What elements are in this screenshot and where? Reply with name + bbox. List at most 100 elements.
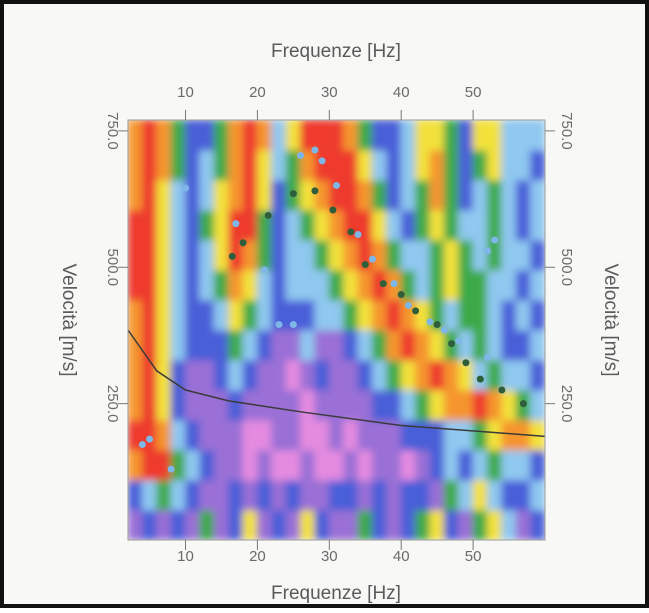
heat-cell (285, 209, 302, 241)
point (361, 261, 369, 269)
heat-cell (199, 209, 215, 241)
heat-cell (472, 239, 488, 271)
x-axis-title-top: Frequenze [Hz] (271, 41, 401, 62)
heat-cell (314, 149, 330, 181)
heat-cell (128, 359, 143, 391)
heat-cell (185, 209, 201, 241)
heat-cell (501, 239, 517, 271)
heat-cell (530, 299, 545, 331)
heat-cell (300, 449, 316, 481)
heat-cell (199, 269, 215, 301)
heat-cell (170, 269, 187, 301)
heat-cell (300, 389, 316, 421)
heat-cell (271, 149, 287, 181)
point (379, 280, 387, 288)
heat-cell (458, 269, 474, 301)
heat-cell (300, 479, 316, 511)
heat-cell (458, 359, 474, 391)
heat-cell (400, 449, 417, 481)
y-tick-label-left: 250.0 (104, 385, 121, 423)
heat-cell (386, 120, 402, 151)
heat-cell (213, 479, 230, 511)
heat-cell (400, 209, 417, 241)
heat-cell (199, 449, 215, 481)
point (390, 280, 398, 288)
heat-cell (328, 179, 345, 211)
heat-cell (242, 269, 258, 301)
point (412, 307, 420, 315)
heat-cell (386, 179, 402, 211)
point (462, 359, 470, 367)
heat-cell (256, 329, 273, 361)
heat-cell (357, 449, 373, 481)
point (368, 255, 376, 263)
heat-cell (443, 269, 460, 301)
heat-cell (256, 449, 273, 481)
heat-cell (530, 239, 545, 271)
heat-cell (156, 269, 172, 301)
point (397, 291, 405, 299)
heat-cell (199, 120, 215, 151)
point (491, 236, 499, 244)
heat-cell (429, 209, 445, 241)
heat-cell (371, 149, 388, 181)
heat-cell (141, 359, 158, 391)
heat-cell (300, 149, 316, 181)
heat-cell (515, 209, 532, 241)
heat-cell (357, 299, 373, 331)
heat-cell (357, 329, 373, 361)
heat-cell (271, 329, 287, 361)
point (261, 266, 269, 274)
heat-cell (530, 419, 545, 451)
heat-cell (343, 239, 359, 271)
point (289, 190, 297, 198)
heat-cell (343, 269, 359, 301)
heat-cell (185, 389, 201, 421)
heat-cell (314, 509, 330, 540)
point (232, 220, 240, 228)
heat-cell (271, 299, 287, 331)
heat-cell (486, 509, 503, 540)
heat-cell (472, 389, 488, 421)
x-tick-label-top: 40 (393, 84, 410, 101)
heat-cell (400, 509, 417, 540)
heat-cell (458, 509, 474, 540)
heat-cell (170, 149, 187, 181)
heat-cell (343, 120, 359, 151)
heat-cell (271, 419, 287, 451)
heat-cell (343, 329, 359, 361)
heat-cell (501, 120, 517, 151)
point (311, 187, 319, 195)
heat-cell (357, 389, 373, 421)
heat-cell (429, 509, 445, 540)
heat-cell (371, 479, 388, 511)
x-tick-label-top: 10 (177, 84, 194, 101)
y-tick-label-right: 750.0 (558, 112, 575, 150)
heat-cell (271, 389, 287, 421)
heat-cell (328, 479, 345, 511)
heat-cell (141, 120, 158, 151)
heat-cell (185, 509, 201, 540)
heat-cell (400, 120, 417, 151)
heat-cell (386, 239, 402, 271)
point (297, 151, 305, 159)
heat-cell (472, 479, 488, 511)
heat-cell (170, 209, 187, 241)
heat-cell (328, 359, 345, 391)
heat-cell (300, 239, 316, 271)
heat-cell (515, 149, 532, 181)
heat-cell (128, 329, 143, 361)
heat-cell (285, 329, 302, 361)
heat-cell (415, 239, 431, 271)
y-tick-label-left: 500.0 (104, 248, 121, 286)
heat-cell (156, 329, 172, 361)
point (275, 321, 283, 329)
heat-cell (213, 389, 230, 421)
heat-cell (128, 149, 143, 181)
heat-cell (501, 329, 517, 361)
heat-cell (141, 269, 158, 301)
heat-cell (343, 149, 359, 181)
heat-cell (443, 120, 460, 151)
heat-cell (357, 120, 373, 151)
